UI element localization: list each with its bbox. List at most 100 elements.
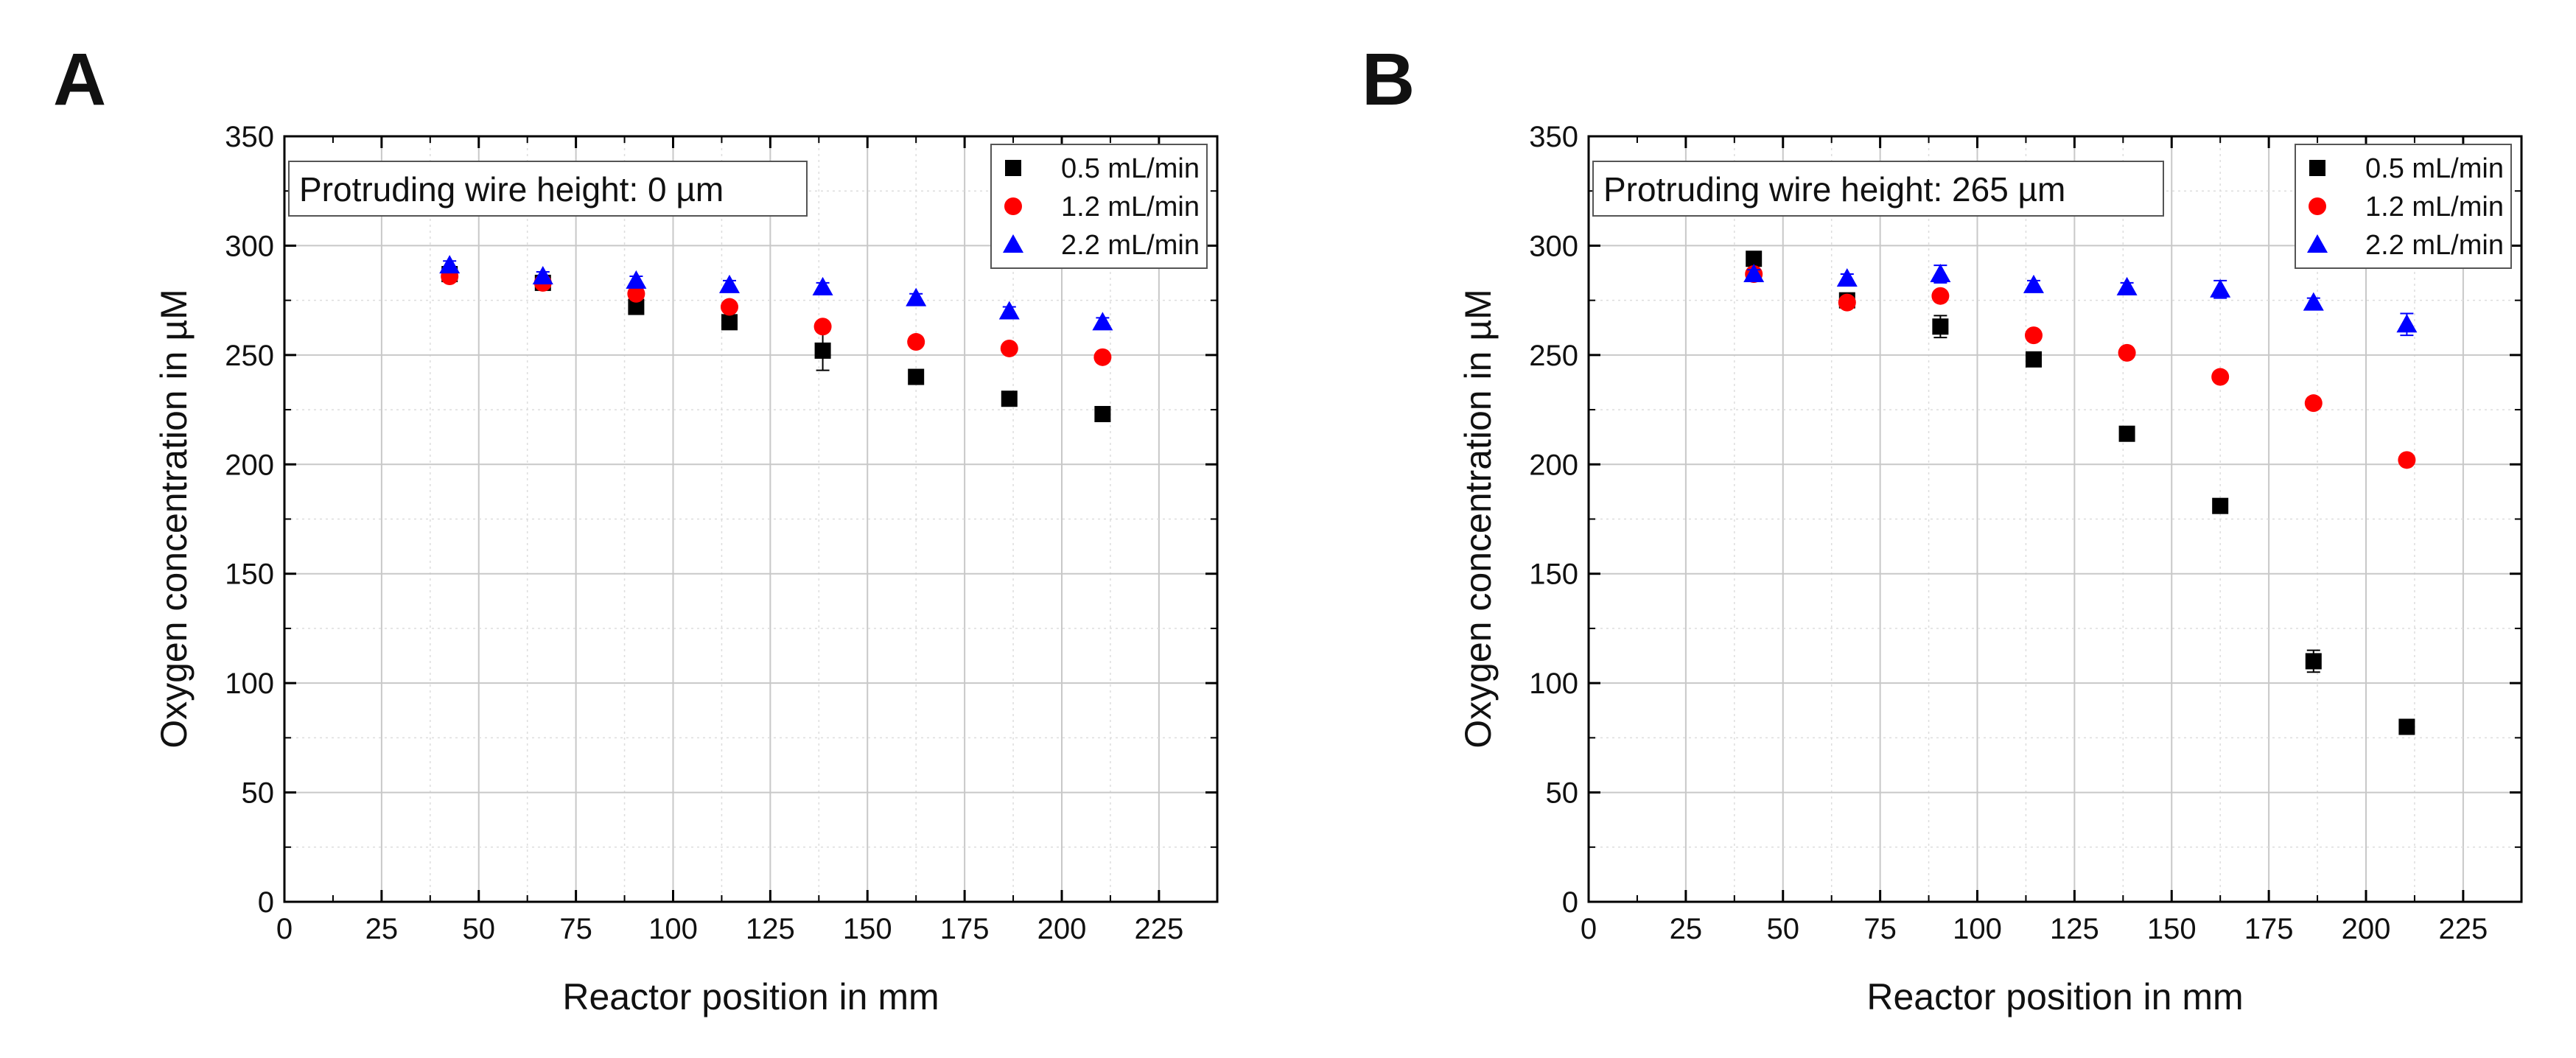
panel-a-annotation-box [288,161,808,217]
panel-b-y-tick-label: 150 [1529,558,1578,591]
panel-a-x-tick-label: 125 [746,913,795,945]
panel-b-x-tick-label: 75 [1863,913,1897,945]
panel-a-data-point [628,298,645,315]
panel-b-y-tick-label: 0 [1562,886,1578,919]
panel-b-x-tick-label: 50 [1767,913,1800,945]
panel-a-x-axis-title: Reactor position in mm [562,976,939,1017]
panel-b-data-point [2118,425,2135,442]
panel-a-annotation: Protruding wire height: 0 µm [299,170,724,209]
panel-b-data [1743,251,2418,735]
panel-a-x-tick-label: 175 [940,913,990,945]
panel-a-x-tick-label: 150 [843,913,892,945]
panel-b-data-point [1932,318,1949,335]
panel-a-x-tick-label: 200 [1037,913,1087,945]
panel-a-y-tick-label: 250 [225,340,274,372]
panel-a-ticks: 0 25 50 75 100 125 150 175 200 225 0 50 100 150 200 250… [225,121,1217,945]
panel-b-data-point [2210,278,2231,298]
panel-b-data-point [2023,274,2044,293]
panel-a-legend-label: 2.2 mL/min [1061,230,1200,261]
panel-a: A 0 25 50 75 100 125 150 175 200 225 0 50 100 150 200 2… [53,38,1219,1017]
panel-b-y-tick-label: 350 [1529,121,1578,153]
panel-b: B 0 25 50 75 100 125 150 175 200 225 0 50 100 150 200 2… [1362,38,2523,1017]
panel-a-data-point [627,284,645,303]
panel-b-y-tick-label: 250 [1529,340,1578,372]
panel-a-legend-marker [1004,197,1022,215]
panel-a-data-point [813,318,832,336]
panel-b-legend-label: 0.5 mL/min [2365,153,2504,184]
panel-a-legend: 0.5 mL/min 1.2 mL/min 2.2 mL/min [990,144,1208,269]
panel-a-x-tick-label: 50 [463,913,496,945]
panel-a-y-tick-label: 300 [225,230,274,262]
panel-b-y-tick-label: 300 [1529,230,1578,262]
panel-a-data-point [812,276,833,295]
panel-b-x-tick-label: 150 [2147,913,2197,945]
panel-b-ticks: 0 25 50 75 100 125 150 175 200 225 0 50 100 150 200 250… [1529,121,2521,945]
panel-b-x-tick-label: 225 [2439,913,2488,945]
panel-b-legend-frame [2295,144,2512,269]
panel-a-data-point [1093,348,1112,366]
panel-a-data-point [532,265,553,284]
panel-b-y-tick-label: 200 [1529,449,1578,481]
panel-a-y-tick-label: 50 [242,777,275,810]
panel-b-series-2 [1743,264,2418,337]
panel-a-data-point [1094,406,1111,423]
panel-b-data-point [2212,497,2229,514]
panel-b-legend-marker [2307,234,2328,253]
panel-b-x-tick-label: 200 [2342,913,2391,945]
panel-a-letter: A [53,38,106,121]
panel-a-x-tick-label: 100 [648,913,698,945]
panel-a-legend-marker [1003,234,1023,253]
panel-b-data-point [2305,653,2322,670]
panel-a-y-tick-label: 0 [258,886,274,919]
panel-b-data-point [1930,264,1951,283]
panel-b-data-point [1838,293,1856,312]
panel-a-y-tick-label: 200 [225,449,274,481]
panel-b-y-tick-label: 50 [1546,777,1579,810]
panel-a-data-point [814,342,831,359]
panel-a-data-point [1092,312,1113,331]
panel-a-x-tick-label: 0 [276,913,293,945]
panel-a-y-tick-label: 100 [225,668,274,700]
panel-b-legend-label: 2.2 mL/min [2365,230,2504,261]
panel-a-y-tick-label: 350 [225,121,274,153]
panel-b-data-point [1836,267,1858,287]
panel-b-data-point [2304,394,2323,413]
panel-b-x-tick-label: 175 [2244,913,2294,945]
panel-a-x-tick-label: 75 [559,913,592,945]
panel-a-x-tick-label: 25 [365,913,399,945]
panel-b-x-tick-label: 25 [1670,913,1703,945]
panel-b-data-point [1743,264,1765,283]
panel-b-legend-label: 1.2 mL/min [2365,192,2504,223]
panel-b-data-point [1931,287,1950,305]
panel-a-data-point [720,298,738,316]
panel-a-data-point [1001,390,1018,407]
panel-b-x-tick-label: 0 [1581,913,1597,945]
panel-b-data-point [2398,451,2416,469]
panel-b-data-point [2211,368,2230,386]
panel-b-annotation: Protruding wire height: 265 µm [1603,170,2065,209]
panel-a-y-tick-label: 150 [225,558,274,591]
panel-b-data-point [2396,314,2418,333]
panel-b-x-tick-label: 125 [2050,913,2099,945]
panel-b-data-point [2024,326,2043,345]
panel-b-letter: B [1362,38,1415,121]
panel-a-data [439,255,1113,423]
panel-a-legend-label: 0.5 mL/min [1061,153,1200,184]
panel-a-legend-frame [990,144,1208,269]
panel-b-legend-marker [2309,160,2325,176]
panel-a-legend-label: 1.2 mL/min [1061,192,1200,223]
panel-a-data-point [439,255,461,274]
panel-a-data-point [718,274,740,293]
panel-a-legend-marker [1005,160,1021,176]
panel-b-data-point [2303,292,2324,311]
panel-a-y-axis-title: Oxygen concentration in µM [153,289,195,749]
panel-a-data-point [626,270,647,289]
panel-b-x-tick-label: 100 [1953,913,2002,945]
panel-b-data-point [2398,718,2415,735]
panel-b-x-axis-title: Reactor position in mm [1866,976,2243,1017]
panel-a-series-2 [439,255,1113,331]
panel-a-data-point [721,314,738,331]
panel-a-data-point [907,333,925,351]
panel-a-series-1 [441,267,1112,366]
